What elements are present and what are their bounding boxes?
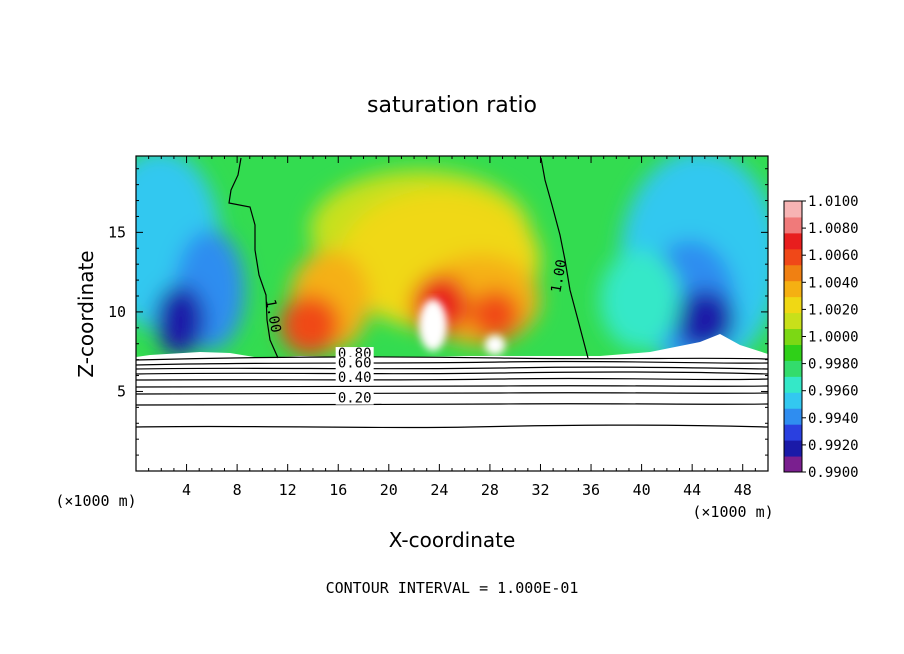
- colorbar-swatch: [784, 264, 802, 282]
- colorbar-label: 1.0080: [808, 221, 859, 237]
- colorbar-label: 1.0000: [808, 330, 859, 346]
- x-tick-label: 4: [182, 481, 191, 499]
- contour-label: 0.60: [338, 356, 372, 372]
- contour-1-00-left: [228, 157, 279, 359]
- x-axis-label: X-coordinate: [389, 528, 516, 552]
- x-tick-label: 8: [233, 481, 242, 499]
- colorbar-label: 1.0100: [808, 194, 859, 210]
- chart-title: saturation ratio: [367, 93, 537, 118]
- y-axis: 5 10 15: [108, 168, 768, 456]
- colorbar-swatch: [784, 201, 802, 218]
- contour-1-00-right: [540, 157, 589, 359]
- x-tick-label: 48: [734, 481, 752, 499]
- contour-label: 1.00: [262, 298, 284, 334]
- colorbar-label: 1.0040: [808, 275, 859, 291]
- colorbar-swatch: [784, 408, 802, 425]
- x-tick-label: 20: [380, 481, 398, 499]
- colorbar-swatch: [784, 344, 802, 361]
- x-tick-label: 32: [531, 481, 549, 499]
- x-unit-label-left: (×1000 m): [55, 492, 136, 510]
- x-axis: 4 8 12 16 20 24 28 32 36 40 44 48: [148, 156, 756, 499]
- colorbar-swatch: [784, 280, 802, 298]
- colorbar-swatch: [784, 248, 802, 266]
- colorbar-swatch: [784, 456, 802, 473]
- y-tick-label: 5: [117, 382, 126, 400]
- colorbar-label: 1.0060: [808, 248, 859, 264]
- colorbar-swatch: [784, 296, 802, 314]
- colorbar-swatch: [784, 376, 802, 393]
- x-tick-label: 28: [481, 481, 499, 499]
- contour-label: 1.00: [548, 258, 570, 294]
- x-tick-label: 36: [582, 481, 600, 499]
- colorbar-label: 0.9920: [808, 438, 859, 454]
- x-unit-label-right: (×1000 m): [692, 503, 773, 521]
- y-axis-label: Z-coordinate: [74, 250, 98, 377]
- contour-labels: 1.001.000.800.600.400.20: [262, 258, 570, 406]
- x-tick-label: 44: [683, 481, 701, 499]
- contour-lines: [136, 157, 768, 429]
- colorbar-swatch: [784, 312, 802, 330]
- colorbar-label: 0.9960: [808, 384, 859, 400]
- colorbar-label: 0.9900: [808, 465, 859, 481]
- y-tick-label: 10: [108, 303, 126, 321]
- colorbar-label: 0.9940: [808, 411, 859, 427]
- contour-label: 0.40: [338, 370, 372, 386]
- contour-label-bg: [335, 391, 374, 405]
- colorbar-swatch: [784, 328, 802, 345]
- contour-label-bg: [335, 370, 374, 384]
- colorbar-swatch: [784, 392, 802, 409]
- x-tick-label: 16: [329, 481, 347, 499]
- contour-interval-note: CONTOUR INTERVAL = 1.000E-01: [326, 579, 579, 597]
- y-tick-label: 15: [108, 223, 126, 241]
- colorbar-swatch: [784, 216, 802, 234]
- colorbar-swatch: [784, 360, 802, 377]
- colorbar-swatch: [784, 440, 802, 457]
- colorbar-swatch: [784, 424, 802, 441]
- colorbar: 1.0100 1.0080 1.0060 1.0040 1.0020 1.0000 0.99…: [783, 194, 859, 481]
- x-tick-label: 24: [430, 481, 448, 499]
- x-tick-label: 40: [633, 481, 651, 499]
- x-tick-label: 12: [279, 481, 297, 499]
- colorbar-label: 1.0020: [808, 302, 859, 318]
- contour-label: 0.20: [338, 391, 372, 407]
- contour-label-bg: [335, 356, 374, 370]
- colorbar-swatch: [784, 232, 802, 250]
- colorbar-label: 0.9980: [808, 357, 859, 373]
- saturation-field: [136, 156, 768, 471]
